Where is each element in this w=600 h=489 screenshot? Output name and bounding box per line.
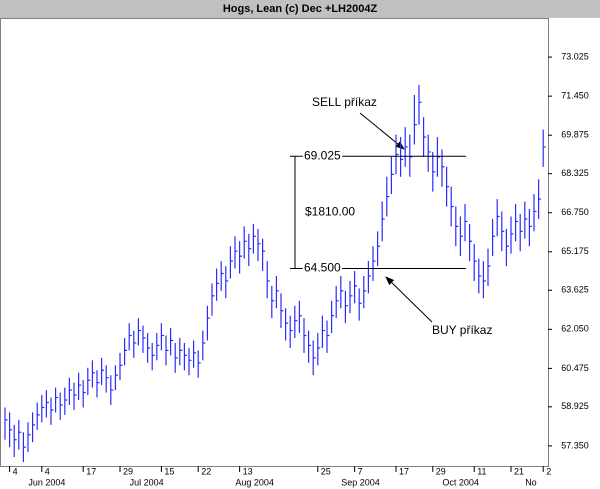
- chart-title: Hogs, Lean (c) Dec +LH2004Z: [223, 3, 378, 15]
- sell-arrow: [359, 112, 405, 150]
- x-tick-label: 4: [13, 466, 18, 476]
- sell-label: SELL příkaz: [312, 95, 377, 109]
- buy-label: BUY příkaz: [432, 323, 492, 337]
- x-tick-label: 15: [164, 466, 174, 476]
- title-bar: [0, 0, 600, 18]
- y-tick-label: 62.050: [561, 324, 589, 334]
- y-tick-label: 63.625: [561, 285, 589, 295]
- month-label: Oct 2004: [442, 477, 479, 487]
- x-tick-label: 13: [243, 466, 253, 476]
- x-tick-label: 17: [399, 466, 409, 476]
- x-tick-label: 4: [45, 466, 50, 476]
- x-tick-label: 29: [123, 466, 133, 476]
- difference-label: $1810.00: [305, 205, 355, 219]
- x-tick-label: 17: [86, 466, 96, 476]
- y-tick-label: 68.325: [561, 168, 589, 178]
- x-tick-label: 2: [546, 466, 551, 476]
- month-label: Jul 2004: [130, 477, 164, 487]
- x-tick-label: 22: [201, 466, 211, 476]
- month-label: No: [525, 477, 537, 487]
- month-label: Jun 2004: [28, 477, 65, 487]
- x-tick-label: 7: [358, 466, 363, 476]
- buy-arrow: [385, 276, 433, 323]
- x-tick-label: 11: [477, 466, 486, 476]
- y-tick-label: 65.175: [561, 246, 589, 256]
- month-label: Sep 2004: [341, 477, 380, 487]
- y-tick-label: 58.925: [561, 401, 589, 411]
- x-tick-label: 25: [321, 466, 331, 476]
- level-label: 69.025: [304, 148, 341, 162]
- plot-area: [0, 18, 549, 467]
- x-tick-label: 21: [514, 466, 524, 476]
- month-label: Aug 2004: [235, 477, 274, 487]
- y-tick-label: 69.875: [561, 130, 589, 140]
- y-tick-label: 66.750: [561, 207, 589, 217]
- y-tick-label: 57.350: [561, 440, 589, 450]
- y-tick-label: 71.450: [561, 91, 589, 101]
- y-tick-label: 73.025: [561, 51, 589, 61]
- y-tick-label: 60.475: [561, 363, 589, 373]
- level-label: 64.500: [304, 261, 341, 275]
- x-tick-label: 29: [436, 466, 446, 476]
